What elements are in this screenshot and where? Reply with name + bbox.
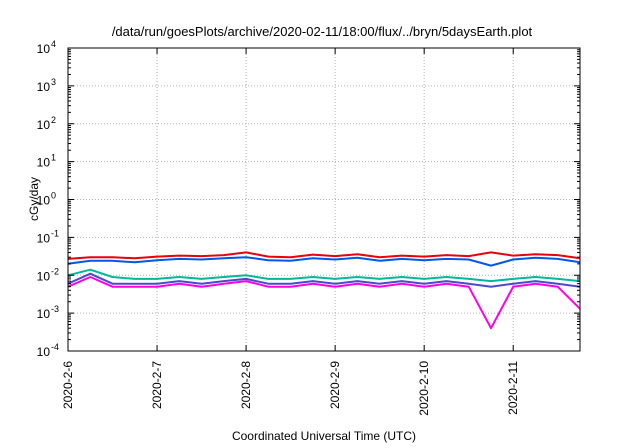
- y-tick-label: 10: [37, 194, 51, 208]
- grid: [68, 48, 580, 351]
- y-tick-label: 10: [37, 156, 51, 170]
- y-tick-exponent: -1: [51, 228, 59, 238]
- y-axis-label: cGy/day: [27, 177, 41, 221]
- y-tick-exponent: -4: [51, 342, 59, 352]
- y-tick-label: 10: [37, 118, 51, 132]
- x-tick-label: 2020-2-7: [150, 361, 164, 409]
- series-line-2: [67, 256, 581, 267]
- chart-title: /data/run/goesPlots/archive/2020-02-11/1…: [112, 24, 533, 39]
- x-axis-label: Coordinated Universal Time (UTC): [232, 429, 416, 443]
- y-tick-label: 10: [37, 42, 51, 56]
- series-line-3: [67, 268, 581, 283]
- x-tick-label: 2020-2-9: [328, 361, 342, 409]
- y-tick-exponent: 1: [51, 153, 56, 163]
- x-tick-label: 2020-2-11: [506, 361, 520, 415]
- x-tick-label: 2020-2-6: [61, 361, 75, 409]
- y-tick-exponent: 4: [51, 39, 56, 49]
- series-line-1: [67, 251, 581, 260]
- y-tick-exponent: 3: [51, 77, 56, 87]
- y-tick-exponent: 0: [51, 191, 56, 201]
- y-tick-label: 10: [37, 269, 51, 283]
- x-axis: 2020-2-6 2020-2-7 2020-2-8 2020-2-9 2020-2-1…: [61, 48, 520, 416]
- y-tick-label: 10: [37, 231, 51, 245]
- series-layer: [67, 251, 581, 330]
- series-line-4: [67, 272, 581, 288]
- y-tick-exponent: -2: [51, 266, 59, 276]
- x-tick-label: 2020-2-8: [239, 361, 253, 409]
- y-tick-label: 10: [37, 80, 51, 94]
- series-line-5: [67, 276, 581, 330]
- y-tick-label: 10: [37, 307, 51, 321]
- y-tick-exponent: -3: [51, 304, 59, 314]
- y-tick-exponent: 2: [51, 115, 56, 125]
- x-tick-label: 2020-2-10: [417, 361, 431, 416]
- y-tick-label: 10: [37, 345, 51, 359]
